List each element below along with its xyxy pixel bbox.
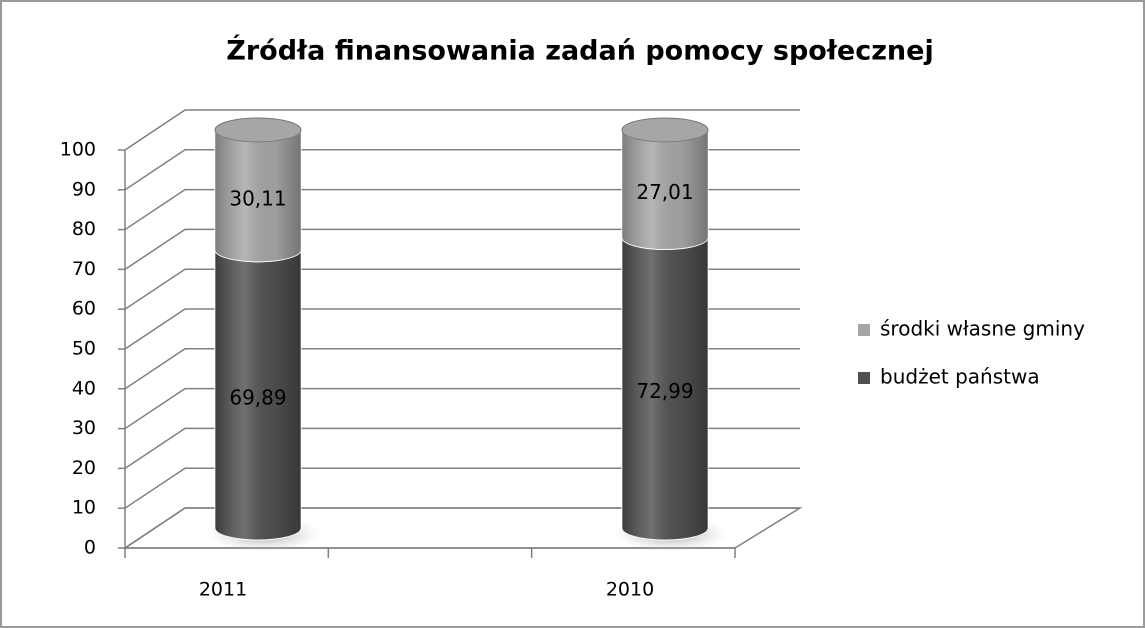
chart-title: Źródła finansowania zadań pomocy społecz… (226, 35, 933, 67)
grid-line (124, 507, 800, 549)
y-tick-label: 40 (72, 377, 96, 399)
data-label: 69,89 (229, 385, 286, 409)
grid-line (124, 188, 800, 231)
data-label: 30,11 (229, 186, 286, 210)
legend-label: środki własne gminy (880, 317, 1085, 341)
data-label: 72,99 (636, 379, 693, 403)
bar-shine (622, 130, 708, 250)
y-tick-label: 100 (60, 139, 96, 161)
y-tick-label: 60 (72, 298, 96, 320)
grid-line (124, 109, 800, 151)
grid-line (124, 268, 800, 310)
grid-line (124, 149, 800, 191)
cylinder-cap (621, 117, 709, 143)
y-tick-label: 0 (84, 537, 96, 559)
grid-line (124, 228, 800, 271)
y-tick-label: 10 (72, 497, 96, 519)
y-tick-label: 80 (72, 218, 96, 240)
data-label: 27,01 (636, 180, 693, 204)
x-tick-label: 2010 (606, 579, 654, 601)
legend-swatch (858, 324, 870, 336)
grid-line (124, 387, 800, 430)
grid-line (124, 427, 800, 470)
grid-line (124, 467, 800, 509)
cylinder-cap (214, 117, 302, 143)
grid-line (124, 308, 800, 350)
y-tick-label: 70 (72, 258, 96, 280)
bar-shine (622, 237, 708, 540)
bar-shine (215, 249, 301, 540)
legend-label: budżet państwa (880, 365, 1040, 389)
y-tick-label: 50 (72, 338, 96, 360)
grid-line (124, 348, 800, 390)
legend-swatch (858, 372, 870, 384)
bar-shine (215, 130, 301, 262)
x-tick-label: 2011 (199, 579, 247, 601)
y-tick-label: 90 (72, 178, 96, 200)
y-tick-label: 30 (72, 417, 96, 439)
y-tick-label: 20 (72, 457, 96, 479)
